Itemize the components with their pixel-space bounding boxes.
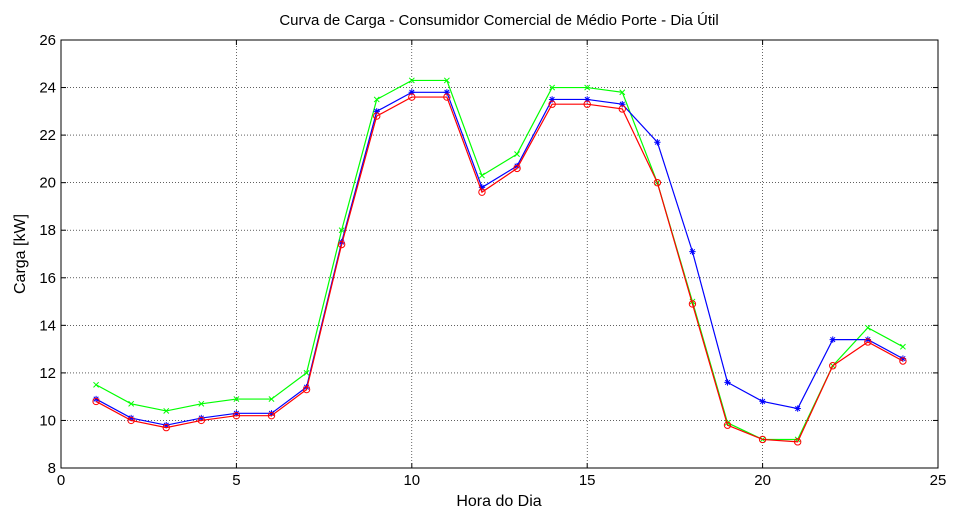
series-2 bbox=[92, 89, 907, 429]
y-axis-label: Carga [kW] bbox=[12, 214, 29, 294]
x-tick-label: 20 bbox=[754, 472, 771, 489]
data-point-marker bbox=[653, 178, 662, 187]
data-point-marker bbox=[198, 400, 205, 407]
series-line bbox=[95, 96, 904, 443]
y-tick-label: 22 bbox=[39, 127, 56, 144]
data-point-marker bbox=[689, 248, 696, 255]
data-point-marker bbox=[128, 400, 135, 407]
data-point-marker bbox=[794, 405, 801, 412]
series-line bbox=[95, 91, 904, 426]
data-point-marker bbox=[478, 184, 486, 191]
data-point-marker bbox=[127, 414, 135, 422]
data-point-marker bbox=[899, 343, 906, 350]
y-tick-label: 18 bbox=[39, 222, 56, 239]
data-point-marker bbox=[302, 385, 311, 394]
data-point-marker bbox=[829, 362, 837, 370]
data-point-marker bbox=[514, 151, 520, 158]
data-point-marker bbox=[337, 240, 346, 249]
data-point-marker bbox=[619, 101, 626, 108]
series-group bbox=[92, 77, 907, 446]
data-point-marker bbox=[338, 238, 345, 246]
data-point-marker bbox=[92, 395, 100, 403]
data-point-marker bbox=[899, 357, 907, 365]
data-point-marker bbox=[373, 96, 380, 103]
data-point-marker bbox=[758, 435, 767, 444]
data-point-marker bbox=[548, 96, 556, 103]
x-tick-label: 0 bbox=[57, 472, 65, 489]
data-point-marker bbox=[268, 410, 275, 417]
data-point-marker bbox=[197, 416, 206, 425]
data-point-marker bbox=[654, 139, 661, 146]
x-tick-label: 25 bbox=[930, 472, 947, 489]
data-point-marker bbox=[478, 188, 486, 196]
data-point-marker bbox=[584, 84, 591, 91]
data-point-marker bbox=[267, 411, 276, 420]
data-point-marker bbox=[619, 89, 626, 96]
data-point-marker bbox=[162, 423, 170, 432]
data-point-marker bbox=[724, 379, 731, 386]
data-point-marker bbox=[163, 422, 170, 429]
data-point-marker bbox=[373, 112, 381, 120]
plot-area bbox=[60, 39, 939, 469]
data-point-marker bbox=[864, 338, 872, 346]
data-point-marker bbox=[443, 93, 451, 101]
data-point-marker bbox=[163, 407, 170, 414]
data-point-marker bbox=[443, 89, 451, 96]
data-point-marker bbox=[93, 381, 100, 388]
x-axis-label: Hora do Dia bbox=[456, 493, 541, 510]
data-point-marker bbox=[268, 396, 275, 402]
data-point-marker bbox=[793, 438, 802, 446]
data-point-marker bbox=[127, 416, 135, 425]
y-tick-label: 20 bbox=[39, 175, 56, 192]
data-point-marker bbox=[864, 324, 871, 331]
data-point-marker bbox=[513, 164, 521, 173]
y-tick-label: 26 bbox=[39, 32, 56, 49]
ticks: 0 5 10 15 20 25 8 10 12 14 16 18 20 22 24 26 bbox=[39, 32, 946, 489]
data-point-marker bbox=[479, 172, 485, 179]
data-point-marker bbox=[583, 100, 591, 108]
x-tick-label: 10 bbox=[403, 472, 420, 489]
y-tick-label: 10 bbox=[39, 412, 56, 429]
data-point-marker bbox=[759, 398, 766, 405]
y-tick-label: 16 bbox=[39, 270, 56, 287]
x-tick-label: 5 bbox=[232, 472, 240, 489]
y-tick-label: 8 bbox=[48, 460, 56, 477]
data-point-marker bbox=[688, 300, 697, 308]
data-point-marker bbox=[338, 227, 345, 234]
data-point-marker bbox=[723, 421, 732, 429]
y-tick-label: 24 bbox=[39, 80, 56, 97]
data-point-marker bbox=[373, 108, 380, 115]
data-point-marker bbox=[584, 96, 591, 103]
data-point-marker bbox=[198, 414, 205, 422]
data-point-marker bbox=[408, 93, 416, 101]
data-point-marker bbox=[899, 355, 907, 362]
data-point-marker bbox=[513, 162, 521, 170]
data-point-marker bbox=[443, 77, 450, 84]
series-3 bbox=[92, 93, 907, 446]
data-point-marker bbox=[618, 105, 626, 113]
data-point-marker bbox=[829, 336, 836, 343]
y-tick-label: 14 bbox=[39, 317, 56, 334]
data-point-marker bbox=[549, 84, 556, 91]
data-point-marker bbox=[408, 77, 415, 84]
data-point-marker bbox=[303, 369, 310, 376]
x-tick-label: 15 bbox=[579, 472, 596, 489]
data-point-marker bbox=[92, 397, 100, 406]
chart-title: Curva de Carga - Consumidor Comercial de… bbox=[279, 12, 718, 29]
data-point-marker bbox=[233, 396, 240, 402]
data-point-marker bbox=[408, 89, 415, 96]
grid bbox=[61, 40, 938, 468]
data-point-marker bbox=[864, 336, 872, 343]
data-point-marker bbox=[232, 411, 241, 420]
data-point-marker bbox=[548, 100, 556, 108]
data-point-marker bbox=[233, 410, 240, 417]
y-tick-label: 12 bbox=[39, 365, 56, 382]
